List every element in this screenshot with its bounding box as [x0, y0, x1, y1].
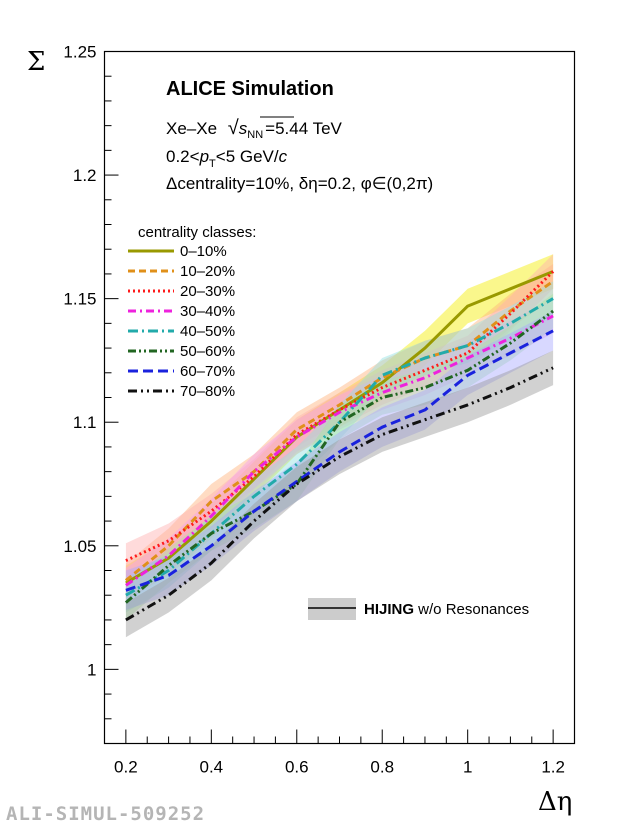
hijing-legend-swatch — [308, 598, 356, 620]
annotation-system: Xe–Xe √sNN =5.44 TeV — [166, 117, 343, 141]
x-tick-label: 0.2 — [114, 758, 138, 777]
watermark: ALI-SIMUL-509252 — [6, 803, 206, 825]
legend-label-2: 10–20% — [180, 263, 235, 280]
axis-ticks: 0.2 0.4 0.6 0.8 1 1.2 1 1.05 1.1 1.15 1.2 1.25 — [63, 43, 565, 777]
line-series-2 — [124, 280, 554, 582]
legend-label-6: 50–60% — [180, 343, 235, 360]
legend-label-3: 20–30% — [180, 283, 235, 300]
line-series-3 — [125, 270, 555, 562]
y-tick-label: 1.2 — [73, 166, 97, 185]
y-tick-label: 1.1 — [73, 413, 97, 432]
legend-label-8: 70–80% — [180, 383, 235, 400]
legend: 0–10% 10–20% 20–30% 30–40% 40–50% 50–60% 60–70… — [128, 243, 235, 400]
annotation-cuts: Δcentrality=10%, δη=0.2, φ∈(0,2π) — [166, 174, 433, 193]
band-series-8 — [125, 350, 554, 638]
x-axis-title: Δη — [538, 787, 572, 817]
legend-label-7: 60–70% — [180, 363, 235, 380]
legend-label-5: 40–50% — [180, 323, 235, 340]
legend-label-4: 30–40% — [180, 303, 235, 320]
band-series-3 — [125, 254, 554, 578]
y-tick-label: 1.15 — [63, 290, 96, 309]
legend-title: centrality classes: — [138, 224, 256, 241]
band-series-6 — [125, 293, 554, 620]
x-tick-label: 0.4 — [199, 758, 223, 777]
line-series-7 — [125, 329, 554, 592]
x-tick-label: 1 — [463, 758, 472, 777]
y-tick-label: 1.25 — [63, 43, 96, 62]
x-tick-label: 1.2 — [541, 758, 565, 777]
y-axis-title: Σ — [27, 47, 45, 77]
series-lines — [124, 270, 555, 622]
band-series-4 — [125, 298, 554, 603]
line-series-8 — [125, 366, 554, 622]
band-series-2 — [125, 264, 554, 598]
hijing-legend-label: HIJING w/o Resonances — [364, 601, 529, 618]
x-tick-label: 0.8 — [370, 758, 394, 777]
legend-label-1: 0–10% — [180, 243, 227, 260]
annotation-pt: 0.2<pT<5 GeV/c — [166, 147, 288, 170]
y-tick-label: 1 — [87, 660, 96, 679]
band-series-7 — [125, 311, 554, 610]
annotation-title: ALICE Simulation — [166, 78, 334, 100]
y-tick-label: 1.05 — [63, 537, 96, 556]
x-tick-label: 0.6 — [285, 758, 309, 777]
line-series-1 — [125, 270, 554, 585]
line-series-4 — [125, 314, 554, 587]
